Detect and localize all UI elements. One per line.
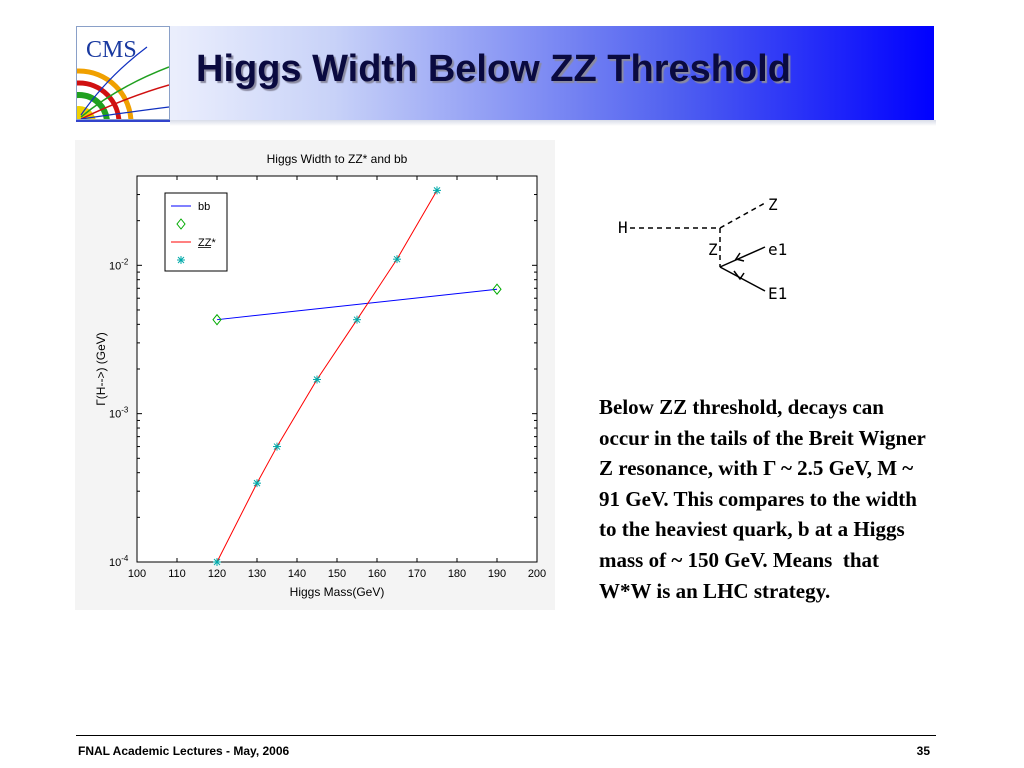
legend-bb-label: bb [198, 201, 210, 213]
legend-box [164, 192, 228, 272]
y-tick-label: 10-4 [109, 554, 129, 569]
E1-line [719, 266, 766, 292]
title-bar-shadow [170, 120, 936, 126]
axis-ticks: 100 110 120 130 140 150 160 170 180 190 200 10-2 10-… [109, 175, 546, 580]
data-point-1 [433, 186, 441, 195]
diagram-label-E1: E1 [768, 284, 787, 303]
diagram-label-h: H [618, 218, 628, 237]
x-tick-label: 120 [208, 568, 226, 580]
feynman-diagram-svg: H Z Z e1 E1 [618, 195, 787, 303]
e1-line [719, 246, 766, 268]
data-point-0 [492, 283, 502, 296]
logo-text: CMS [86, 37, 137, 63]
e1-arrow-icon [734, 252, 745, 262]
x-tick-label: 190 [488, 568, 506, 580]
feynman-diagram: H Z Z e1 E1 [610, 185, 810, 320]
x-tick-label: 110 [168, 568, 186, 580]
x-tick-label: 100 [128, 568, 146, 580]
diagram-label-e1: e1 [768, 240, 787, 259]
legend-zz-marker [177, 256, 185, 264]
footer-text: FNAL Academic Lectures - May, 2006 [78, 744, 290, 758]
data-point-1 [393, 255, 401, 264]
cms-logo-graphic: CMS [77, 37, 169, 119]
x-tick-label: 160 [368, 568, 386, 580]
z-line [719, 202, 766, 229]
description-text: Below ZZ threshold, decays can occur in … [599, 395, 931, 603]
slide-title: Higgs Width Below ZZ Threshold [196, 48, 791, 90]
E1-arrow-icon [733, 270, 745, 281]
x-tick-label: 180 [448, 568, 466, 580]
footer-divider [76, 735, 936, 736]
data-point-1 [253, 479, 261, 488]
diagram-label-z: Z [768, 195, 778, 214]
x-tick-label: 200 [528, 568, 546, 580]
data-point-1 [353, 315, 361, 324]
x-tick-label: 150 [328, 568, 346, 580]
series-line-0 [216, 288, 498, 321]
data-point-0 [212, 313, 222, 326]
page-number: 35 [916, 744, 930, 758]
legend-bb-marker [176, 218, 186, 230]
chart-title: Higgs Width to ZZ* and bb [267, 152, 408, 166]
chart-panel: Higgs Width to ZZ* and bb Higgs Mass(GeV… [75, 140, 555, 610]
data-point-1 [213, 558, 221, 566]
data-point-1 [273, 442, 281, 451]
data-point-1 [313, 375, 321, 384]
cms-logo: CMS [76, 26, 170, 120]
chart: Higgs Width to ZZ* and bb Higgs Mass(GeV… [94, 152, 546, 599]
y-axis-label: Γ(H-->) (GeV) [94, 332, 108, 406]
legend-zz-label: ZZ* [198, 237, 216, 249]
x-axis-label: Higgs Mass(GeV) [290, 585, 385, 599]
x-tick-label: 130 [248, 568, 266, 580]
legend: bb ZZ* [164, 192, 228, 272]
series-markers [212, 186, 502, 566]
x-tick-label: 170 [408, 568, 426, 580]
x-tick-label: 140 [288, 568, 306, 580]
diagram-label-z-star: Z [708, 240, 718, 259]
y-tick-label: 10-3 [109, 406, 129, 421]
y-tick-label: 10-2 [109, 257, 129, 272]
